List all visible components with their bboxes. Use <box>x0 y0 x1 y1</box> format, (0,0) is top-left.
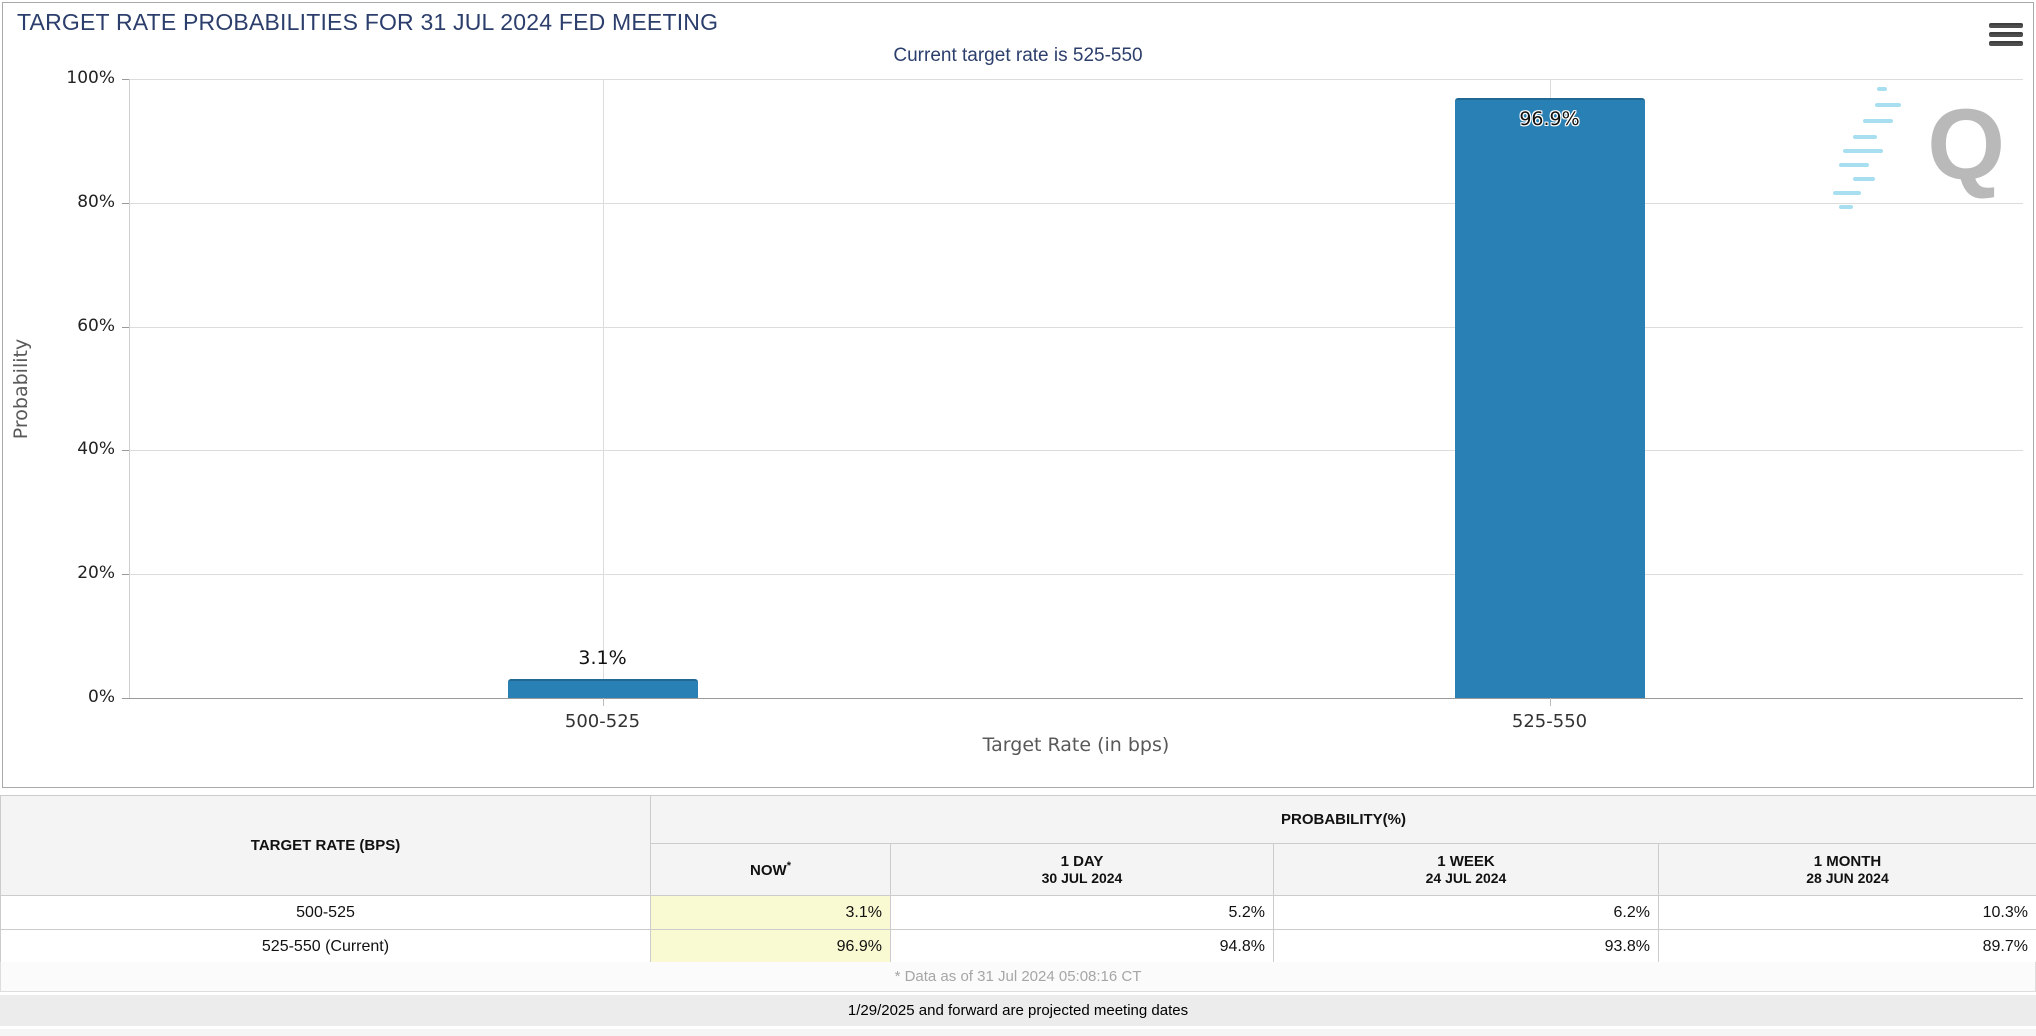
quikstrike-watermark: Q <box>1833 81 2005 221</box>
y-tick-label: 40% <box>77 439 115 460</box>
col-header-target-rate: TARGET RATE (BPS) <box>0 795 651 896</box>
y-axis-line <box>129 79 130 698</box>
rate-cell: 500-525 <box>0 895 651 930</box>
y-tick-label: 20% <box>77 563 115 584</box>
bottom-band <box>0 1029 2036 1036</box>
y-tick <box>122 698 129 699</box>
rate-cell: 525-550 (Current) <box>0 929 651 964</box>
y-gridline <box>129 450 2023 452</box>
hamburger-bar <box>1989 41 2023 46</box>
x-axis-line <box>129 698 2023 699</box>
y-tick <box>122 79 129 80</box>
day-value-cell: 94.8% <box>890 929 1274 964</box>
probability-table: TARGET RATE (BPS) PROBABILITY(%) NOW* 1 … <box>0 795 2036 964</box>
q-logo: Q <box>1927 89 2005 201</box>
x-tick <box>1549 698 1551 706</box>
y-tick-label: 60% <box>77 315 115 336</box>
y-gridline <box>129 79 2023 80</box>
now-value-cell: 3.1% <box>650 895 891 930</box>
col-header-1-week: 1 WEEK 24 JUL 2024 <box>1273 843 1659 896</box>
bar-value-label: 96.9% <box>1519 108 1580 131</box>
data-as-of-footnote: * Data as of 31 Jul 2024 05:08:16 CT <box>0 962 2036 992</box>
x-tick <box>602 698 604 706</box>
x-tick-label: 500-525 <box>564 711 641 732</box>
y-tick <box>122 202 129 204</box>
x-tick-label: 525-550 <box>1511 711 1588 732</box>
y-tick <box>122 574 129 576</box>
chart-panel: TARGET RATE PROBABILITIES FOR 31 JUL 202… <box>2 2 2034 788</box>
col-header-1-day: 1 DAY 30 JUL 2024 <box>890 843 1274 896</box>
x-axis-title: Target Rate (in bps) <box>982 734 1170 756</box>
month-value-cell: 89.7% <box>1658 929 2036 964</box>
col-header-probability: PROBABILITY(%) <box>650 795 2036 844</box>
y-tick-label: 0% <box>88 687 115 707</box>
hamburger-bar <box>1989 23 2023 28</box>
week-value-cell: 6.2% <box>1273 895 1659 930</box>
y-tick <box>122 450 129 452</box>
probability-bar[interactable] <box>1454 98 1645 698</box>
y-gridline <box>129 326 2023 328</box>
asterisk: * <box>786 860 791 872</box>
y-tick-label: 80% <box>77 191 115 212</box>
week-value-cell: 93.8% <box>1273 929 1659 964</box>
day-value-cell: 5.2% <box>890 895 1274 930</box>
table-row: 500-525 3.1% 5.2% 6.2% 10.3% <box>0 895 2036 930</box>
page-title: TARGET RATE PROBABILITIES FOR 31 JUL 202… <box>17 9 719 35</box>
hamburger-menu-icon[interactable] <box>1989 21 2023 49</box>
probability-bar[interactable] <box>507 678 698 698</box>
y-gridline <box>129 574 2023 576</box>
hamburger-bar <box>1989 32 2023 37</box>
y-tick <box>122 326 129 328</box>
y-tick-label: 100% <box>66 68 115 88</box>
col-header-now: NOW* <box>650 843 891 896</box>
month-value-cell: 10.3% <box>1658 895 2036 930</box>
col-header-1-month: 1 MONTH 28 JUN 2024 <box>1658 843 2036 896</box>
bar-value-label: 3.1% <box>578 646 627 669</box>
chart-subtitle: Current target rate is 525-550 <box>893 45 1143 66</box>
projection-note: 1/29/2025 and forward are projected meet… <box>0 995 2036 1026</box>
y-gridline <box>129 202 2023 204</box>
now-value-cell: 96.9% <box>650 929 891 964</box>
table-row: 525-550 (Current) 96.9% 94.8% 93.8% 89.7… <box>0 929 2036 964</box>
category-gridline <box>602 79 604 698</box>
